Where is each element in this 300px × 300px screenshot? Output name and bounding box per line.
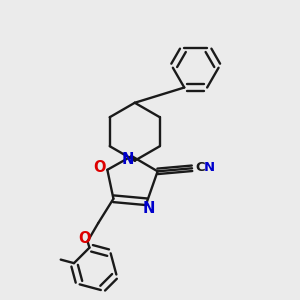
Text: O: O (78, 231, 91, 246)
Text: N: N (204, 160, 215, 174)
Text: O: O (94, 160, 106, 175)
Text: N: N (142, 201, 155, 216)
Text: N: N (122, 152, 134, 166)
Text: C: C (195, 160, 205, 174)
